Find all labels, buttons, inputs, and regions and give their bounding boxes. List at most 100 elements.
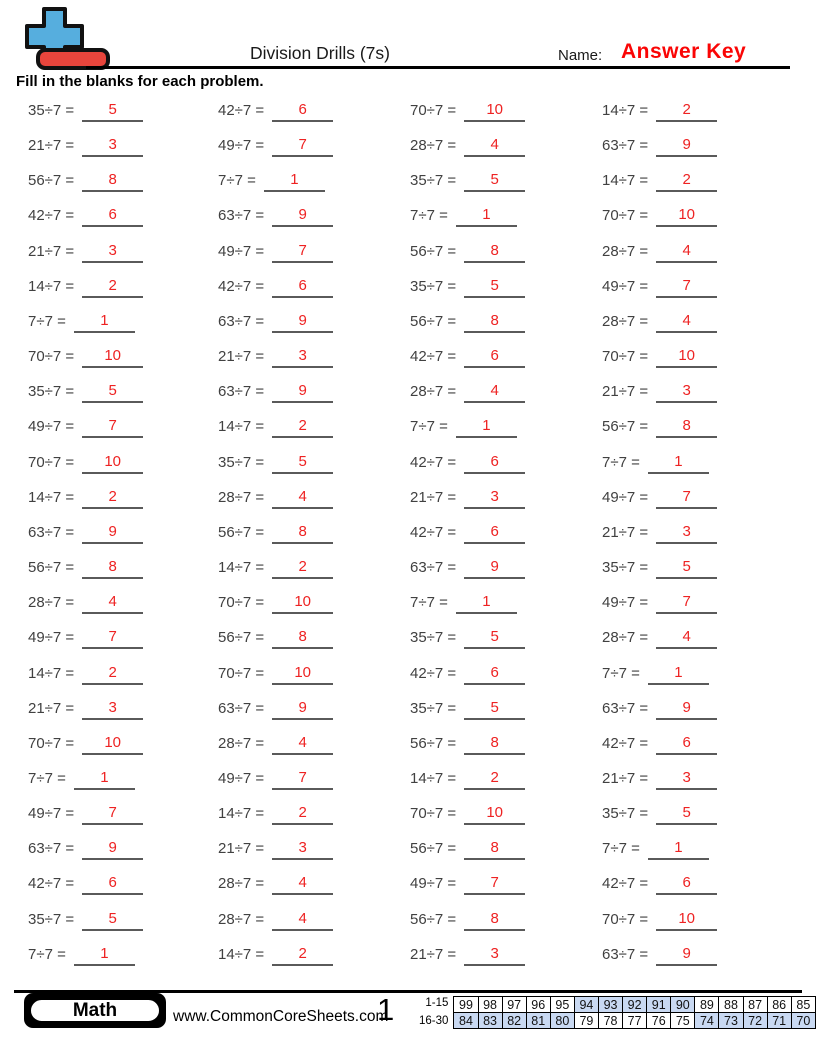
answer-blank[interactable]: 1	[263, 171, 325, 193]
answer-blank[interactable]: 7	[272, 242, 334, 263]
answer-blank[interactable]: 5	[464, 277, 526, 298]
answer-blank[interactable]: 9	[272, 206, 334, 228]
answer-blank[interactable]: 1	[455, 417, 517, 439]
answer-blank[interactable]: 2	[82, 277, 144, 298]
answer-blank[interactable]: 4	[464, 382, 526, 404]
answer-blank[interactable]: 3	[656, 382, 718, 404]
answer-blank[interactable]: 5	[464, 171, 526, 193]
answer-blank[interactable]: 8	[82, 171, 144, 193]
answer-blank[interactable]: 9	[272, 312, 334, 333]
answer-blank[interactable]: 8	[464, 734, 526, 755]
answer-blank[interactable]: 6	[272, 277, 334, 298]
answer-blank[interactable]: 7	[656, 277, 718, 298]
answer-blank[interactable]: 6	[464, 453, 526, 474]
answer-blank[interactable]: 8	[82, 558, 144, 580]
answer-blank[interactable]: 4	[272, 910, 334, 931]
answer-blank[interactable]: 2	[82, 488, 144, 509]
answer-blank[interactable]: 1	[73, 769, 135, 790]
answer-blank[interactable]: 1	[455, 206, 517, 228]
answer-blank[interactable]: 9	[656, 699, 718, 720]
answer-blank[interactable]: 8	[272, 628, 334, 650]
answer-blank[interactable]: 3	[82, 242, 144, 263]
answer-blank[interactable]: 5	[464, 628, 526, 650]
answer-blank[interactable]: 10	[464, 804, 526, 826]
answer-blank[interactable]: 8	[464, 839, 526, 861]
answer-blank[interactable]: 5	[82, 382, 144, 404]
answer-blank[interactable]: 10	[656, 910, 718, 931]
answer-blank[interactable]: 4	[272, 874, 334, 896]
answer-blank[interactable]: 6	[464, 523, 526, 544]
answer-blank[interactable]: 5	[272, 453, 334, 474]
answer-blank[interactable]: 9	[82, 839, 144, 861]
answer-blank[interactable]: 1	[73, 945, 135, 966]
answer-blank[interactable]: 6	[82, 874, 144, 896]
answer-blank[interactable]: 8	[272, 523, 334, 544]
answer-blank[interactable]: 1	[647, 839, 709, 861]
answer-blank[interactable]: 7	[82, 417, 144, 439]
answer-blank[interactable]: 9	[82, 523, 144, 544]
answer-blank[interactable]: 6	[82, 206, 144, 228]
answer-blank[interactable]: 5	[82, 101, 144, 122]
answer-blank[interactable]: 7	[656, 488, 718, 509]
answer-blank[interactable]: 8	[464, 312, 526, 333]
answer-blank[interactable]: 9	[464, 558, 526, 580]
answer-blank[interactable]: 4	[82, 593, 144, 615]
answer-blank[interactable]: 4	[272, 734, 334, 755]
answer-blank[interactable]: 8	[656, 417, 718, 439]
answer-blank[interactable]: 7	[464, 874, 526, 896]
answer-blank[interactable]: 10	[272, 664, 334, 685]
answer-blank[interactable]: 9	[656, 136, 718, 158]
answer-blank[interactable]: 8	[464, 910, 526, 931]
answer-blank[interactable]: 5	[82, 910, 144, 931]
answer-blank[interactable]: 2	[656, 101, 718, 122]
answer-blank[interactable]: 3	[464, 945, 526, 966]
answer-blank[interactable]: 7	[272, 769, 334, 790]
answer-blank[interactable]: 1	[455, 593, 517, 615]
answer-blank[interactable]: 4	[272, 488, 334, 509]
answer-blank[interactable]: 10	[82, 453, 144, 474]
answer-blank[interactable]: 9	[272, 382, 334, 404]
answer-blank[interactable]: 2	[272, 804, 334, 826]
answer-blank[interactable]: 1	[73, 312, 135, 333]
answer-blank[interactable]: 3	[272, 347, 334, 369]
answer-blank[interactable]: 10	[656, 206, 718, 228]
answer-blank[interactable]: 7	[272, 136, 334, 158]
answer-blank[interactable]: 10	[272, 593, 334, 615]
answer-blank[interactable]: 10	[82, 347, 144, 369]
answer-blank[interactable]: 2	[272, 945, 334, 966]
answer-blank[interactable]: 3	[272, 839, 334, 861]
answer-blank[interactable]: 7	[656, 593, 718, 615]
answer-blank[interactable]: 10	[82, 734, 144, 755]
answer-blank[interactable]: 2	[272, 417, 334, 439]
answer-blank[interactable]: 5	[464, 699, 526, 720]
answer-blank[interactable]: 8	[464, 242, 526, 263]
answer-blank[interactable]: 7	[82, 628, 144, 650]
answer-blank[interactable]: 3	[464, 488, 526, 509]
answer-blank[interactable]: 2	[82, 664, 144, 685]
answer-blank[interactable]: 3	[82, 699, 144, 720]
answer-blank[interactable]: 6	[464, 347, 526, 369]
answer-blank[interactable]: 4	[464, 136, 526, 158]
answer-blank[interactable]: 9	[272, 699, 334, 720]
answer-blank[interactable]: 6	[656, 874, 718, 896]
answer-blank[interactable]: 3	[82, 136, 144, 158]
answer-blank[interactable]: 2	[464, 769, 526, 790]
answer-blank[interactable]: 4	[656, 242, 718, 263]
answer-blank[interactable]: 6	[656, 734, 718, 755]
answer-blank[interactable]: 3	[656, 769, 718, 790]
answer-blank[interactable]: 1	[647, 664, 709, 685]
answer-blank[interactable]: 6	[464, 664, 526, 685]
answer-blank[interactable]: 4	[656, 628, 718, 650]
answer-blank[interactable]: 1	[647, 453, 709, 474]
answer-blank[interactable]: 5	[656, 804, 718, 826]
answer-blank[interactable]: 2	[272, 558, 334, 580]
answer-blank[interactable]: 6	[272, 101, 334, 122]
answer-blank[interactable]: 5	[656, 558, 718, 580]
answer-blank[interactable]: 9	[656, 945, 718, 966]
answer-blank[interactable]: 7	[82, 804, 144, 826]
answer-blank[interactable]: 10	[656, 347, 718, 369]
answer-blank[interactable]: 3	[656, 523, 718, 544]
answer-blank[interactable]: 4	[656, 312, 718, 333]
answer-blank[interactable]: 2	[656, 171, 718, 193]
answer-blank[interactable]: 10	[464, 101, 526, 122]
